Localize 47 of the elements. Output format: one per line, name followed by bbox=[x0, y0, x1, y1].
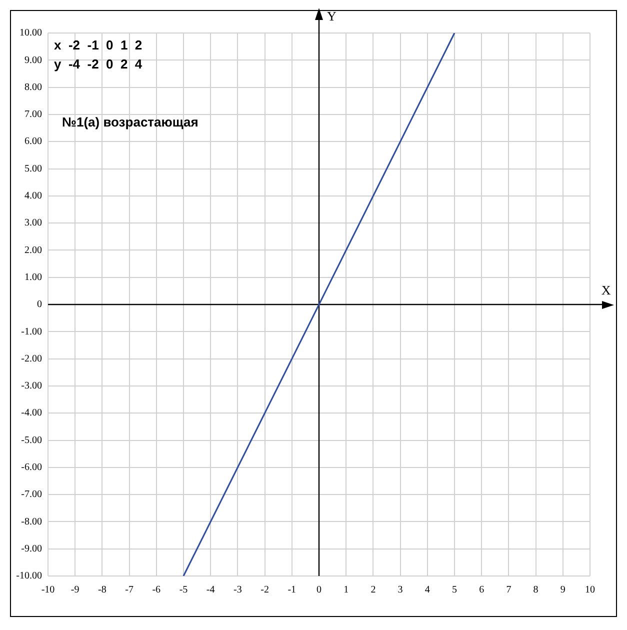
x-tick-label: 4 bbox=[424, 584, 430, 596]
x-tick-label: -9 bbox=[70, 584, 80, 596]
y-tick-label: -3.00 bbox=[21, 380, 42, 392]
y-tick-label: 1.00 bbox=[24, 272, 42, 283]
x-axis-title: X bbox=[601, 282, 612, 298]
y-axis-title: Y bbox=[327, 8, 337, 24]
x-tick-label: 0 bbox=[316, 584, 322, 596]
x-tick-label: -8 bbox=[98, 584, 106, 596]
y-tick-label: 0 bbox=[37, 299, 42, 310]
x-tick-label: 5 bbox=[452, 584, 457, 596]
y-tick-label: -5.00 bbox=[21, 434, 42, 446]
x-tick-label: -1 bbox=[288, 584, 296, 596]
y-tick-label: -4.00 bbox=[21, 408, 42, 419]
x-tick-label: -6 bbox=[152, 584, 161, 596]
x-tick-label: 7 bbox=[506, 584, 512, 596]
x-tick-label: 3 bbox=[398, 584, 403, 596]
x-tick-label: 8 bbox=[533, 584, 538, 596]
y-tick-label: 10.00 bbox=[20, 28, 42, 39]
y-tick-label: -1.00 bbox=[21, 326, 42, 338]
y-tick-label: 7.00 bbox=[24, 109, 42, 120]
annotation: y -4 -2 0 2 4 bbox=[54, 56, 143, 72]
x-tick-label: 10 bbox=[585, 584, 595, 596]
y-tick-label: 3.00 bbox=[24, 218, 42, 229]
x-tick-label: 9 bbox=[560, 584, 566, 596]
annotation: №1(а) возрастающая bbox=[62, 114, 198, 130]
y-tick-label: -6.00 bbox=[21, 462, 42, 474]
x-tick-label: -4 bbox=[206, 584, 215, 596]
x-tick-label: 1 bbox=[344, 584, 349, 596]
x-tick-label: -7 bbox=[125, 584, 134, 596]
y-tick-label: -10.00 bbox=[16, 570, 42, 582]
y-tick-label: 8.00 bbox=[24, 82, 42, 93]
annotation: x -2 -1 0 1 2 bbox=[54, 38, 142, 53]
y-tick-label: -8.00 bbox=[21, 516, 42, 528]
y-tick-label: 4.00 bbox=[24, 190, 42, 202]
y-tick-label: 6.00 bbox=[24, 136, 42, 148]
x-tick-label: -10 bbox=[41, 584, 55, 596]
x-tick-label: -5 bbox=[179, 584, 188, 596]
x-tick-label: -2 bbox=[260, 584, 269, 596]
y-tick-label: 5.00 bbox=[24, 163, 42, 174]
y-tick-label: -9.00 bbox=[21, 543, 42, 554]
y-tick-label: 9.00 bbox=[24, 54, 42, 66]
y-tick-label: -2.00 bbox=[21, 353, 42, 364]
x-tick-label: 2 bbox=[370, 584, 376, 596]
y-tick-label: -7.00 bbox=[21, 489, 42, 500]
x-tick-label: -3 bbox=[234, 584, 242, 596]
x-tick-label: 6 bbox=[479, 584, 484, 596]
y-tick-label: 2.00 bbox=[24, 244, 42, 256]
